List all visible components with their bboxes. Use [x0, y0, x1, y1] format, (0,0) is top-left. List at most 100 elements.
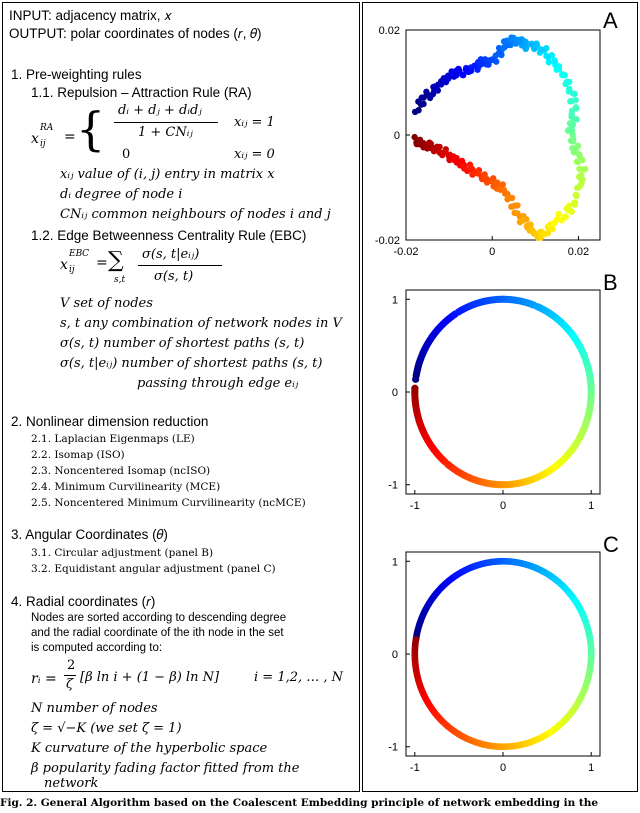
- data-point: [545, 59, 553, 66]
- data-point: [427, 140, 435, 147]
- data-point: [415, 107, 422, 114]
- data-point: [568, 208, 575, 215]
- data-point: [571, 199, 578, 206]
- data-point: [508, 203, 515, 210]
- data-point: [569, 90, 577, 97]
- data-point: [553, 66, 560, 73]
- radial-fraction-denominator: 𝜁: [66, 677, 74, 692]
- section-1-1-heading: 1.1. Repulsion – Attraction Rule (RA): [31, 85, 252, 100]
- ra-lhs-sup: 𝑅𝐴: [40, 123, 54, 133]
- figure-caption: Fig. 2. General Algorithm based on the C…: [0, 797, 599, 809]
- section-1-heading: 1. Pre-weighting rules: [11, 67, 142, 82]
- ra-denominator: 1 + 𝐶𝑁ᵢⱼ: [138, 125, 193, 140]
- data-point: [475, 170, 482, 177]
- radial-lhs: 𝑟ᵢ =: [31, 671, 57, 687]
- plot-frame: [405, 551, 601, 757]
- definition-cn: 𝐶𝑁ᵢⱼ common neighbours of nodes 𝑖 and 𝑗: [60, 207, 331, 222]
- data-point: [577, 171, 585, 179]
- y-tick-label: -0.02: [375, 235, 400, 247]
- input-line: INPUT: adjacency matrix, 𝑥: [9, 8, 172, 23]
- panel-a-scatter: -0.02 0 0.02 0.02 0 -0.02: [375, 25, 601, 258]
- section-3-item: 3.1. Circular adjustment (panel B): [31, 547, 214, 559]
- output-line: OUTPUT: polar coordinates of nodes (𝑟, 𝜃…: [9, 26, 262, 41]
- data-point: [541, 230, 548, 238]
- panel-c-circle: -1 0 1 1 0 -1: [388, 551, 601, 774]
- data-point: [423, 91, 431, 98]
- definition-st: 𝑠, 𝑡 any combination of network nodes in…: [60, 316, 342, 331]
- data-point: [508, 34, 515, 41]
- data-point: [568, 127, 576, 134]
- x-tick-label: -1: [410, 500, 420, 512]
- ebc-sum: ∑: [108, 248, 124, 273]
- definition-sigma-e: 𝜎(𝑠, 𝑡|𝑒ᵢⱼ) number of shortest paths (𝑠,…: [60, 356, 323, 371]
- definition-beta-cont: network: [44, 776, 99, 791]
- data-point: [453, 154, 460, 162]
- section-2-item: 2.1. Laplacian Eigenmaps (LE): [31, 433, 195, 445]
- data-point: [551, 58, 559, 66]
- section-4-text: is computed according to:: [31, 642, 163, 654]
- data-point: [437, 78, 445, 85]
- data-point: [573, 158, 581, 165]
- ebc-equals: =: [96, 255, 108, 271]
- definition-zeta: 𝜁 = √−𝐾 (we set 𝜁 = 1): [31, 721, 182, 736]
- ra-zero: 0: [122, 147, 131, 162]
- data-point: [448, 68, 455, 75]
- data-point: [537, 46, 544, 53]
- y-tick-label: 0: [394, 130, 400, 142]
- x-tick-label: 0.02: [568, 246, 589, 258]
- data-point: [455, 65, 462, 73]
- data-point: [411, 133, 418, 141]
- plot-frame: [405, 289, 601, 495]
- data-point: [450, 73, 458, 80]
- data-point: [417, 101, 425, 108]
- y-tick-label: 1: [392, 556, 398, 568]
- data-point: [555, 210, 562, 218]
- section-4-heading: 4. Radial coordinates (𝑟): [11, 594, 156, 609]
- data-point: [551, 219, 558, 227]
- data-point: [573, 192, 580, 199]
- panel-b-label: B: [603, 270, 618, 295]
- data-point: [501, 44, 508, 51]
- data-point: [514, 210, 521, 217]
- y-tick-label: 1: [392, 294, 398, 306]
- algorithm-box: [2, 2, 360, 792]
- data-point: [514, 202, 521, 209]
- definition-x: 𝑥ᵢⱼ value of (𝑖, 𝑗) entry in matrix 𝑥: [60, 167, 275, 182]
- data-point: [471, 62, 478, 69]
- section-3-heading: 3. Angular Coordinates (𝜃): [11, 527, 168, 542]
- section-2-item: 2.5. Noncentered Minimum Curvilinearity …: [31, 497, 306, 509]
- data-point: [567, 98, 574, 105]
- data-point: [499, 181, 507, 188]
- ra-lhs-sub: 𝑖𝑗: [40, 139, 46, 149]
- section-2-item: 2.4. Minimum Curvilinearity (MCE): [31, 481, 221, 493]
- data-point: [519, 217, 526, 224]
- panel-b-circle: -1 0 1 1 0 -1: [388, 289, 601, 512]
- ebc-numerator: 𝜎(𝑠, 𝑡|𝑒ᵢⱼ): [142, 247, 200, 262]
- data-point: [580, 166, 588, 173]
- data-point: [559, 71, 566, 79]
- y-tick-label: 0: [392, 649, 398, 661]
- ra-brace: {: [76, 102, 106, 156]
- data-point: [459, 71, 467, 79]
- section-2-item: 2.2. Isomap (ISO): [31, 449, 125, 461]
- data-point: [483, 179, 491, 186]
- definition-d: 𝑑ᵢ degree of node 𝑖: [60, 187, 183, 202]
- x-tick-label: 1: [588, 500, 594, 512]
- x-tick-label: -1: [410, 762, 420, 774]
- data-point: [481, 172, 488, 179]
- ra-condition-0: 𝑥ᵢⱼ = 0: [234, 147, 275, 162]
- data-point: [505, 194, 512, 201]
- data-point: [545, 54, 552, 61]
- ebc-sum-sub: 𝑠,𝑡: [114, 275, 126, 285]
- x-tick-label: 0: [500, 762, 506, 774]
- data-point: [566, 85, 573, 93]
- data-point: [412, 636, 420, 643]
- definition-n: 𝑁 number of nodes: [31, 701, 158, 716]
- data-point: [570, 145, 578, 152]
- y-tick-label: -1: [388, 742, 398, 754]
- ra-fraction-line: [114, 122, 218, 123]
- ebc-denominator: 𝜎(𝑠, 𝑡): [154, 269, 194, 284]
- data-point: [573, 116, 580, 123]
- data-point: [573, 184, 581, 191]
- definition-sigma: 𝜎(𝑠, 𝑡) number of shortest paths (𝑠, 𝑡): [60, 336, 305, 351]
